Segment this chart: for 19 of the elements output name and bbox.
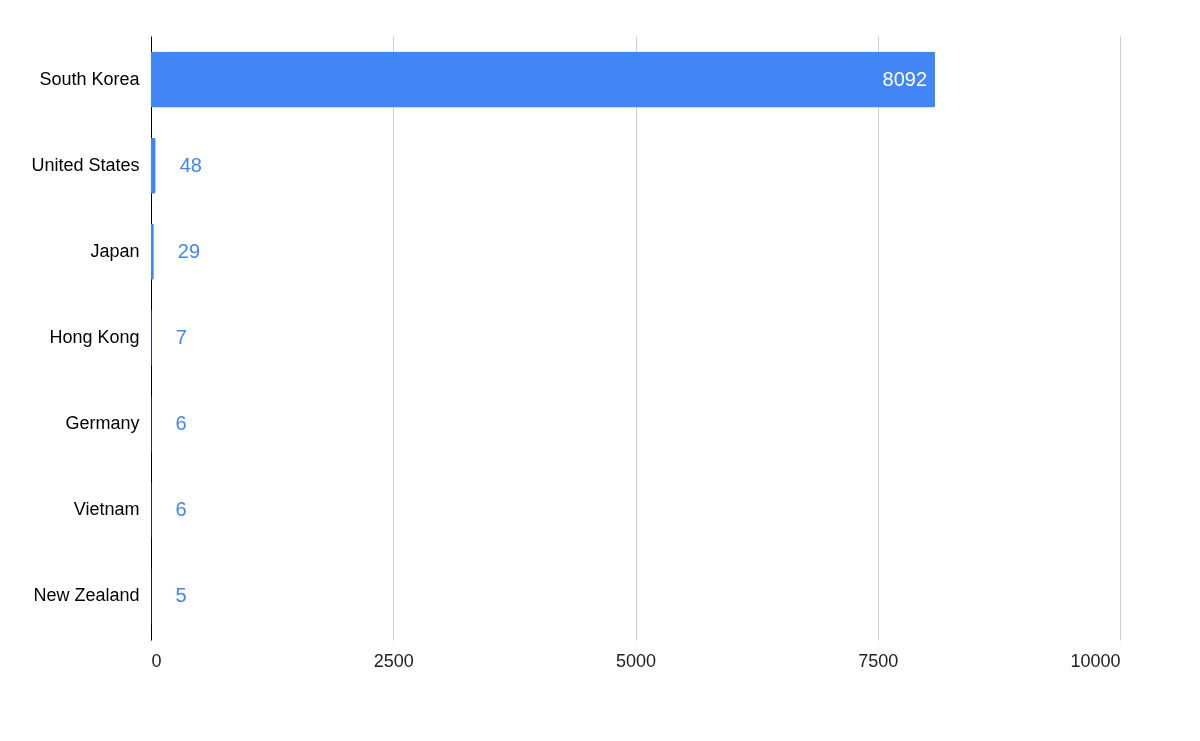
x-tick-label: 10000: [1070, 650, 1121, 671]
x-tick-label: 7500: [858, 650, 899, 671]
x-tick-label: 0: [151, 650, 162, 671]
data-label: 29: [177, 239, 201, 262]
data-label: 6: [175, 498, 187, 521]
x-tick-label: 2500: [373, 650, 414, 671]
y-tick-label: United States: [31, 154, 140, 175]
y-tick-label: Germany: [65, 413, 140, 434]
y-tick-label: Hong Kong: [49, 327, 140, 347]
data-label: 5: [175, 584, 187, 607]
y-tick-label: Vietnam: [73, 499, 140, 520]
y-tick-label: Japan: [90, 240, 140, 261]
y-tick-label: New Zealand: [33, 585, 140, 606]
y-tick-label: South Korea: [39, 68, 141, 89]
data-label: 7: [175, 326, 187, 348]
x-tick-label: 5000: [615, 650, 657, 671]
data-label: 8092: [882, 67, 928, 90]
data-label: 6: [175, 412, 187, 435]
data-label: 48: [179, 153, 202, 176]
